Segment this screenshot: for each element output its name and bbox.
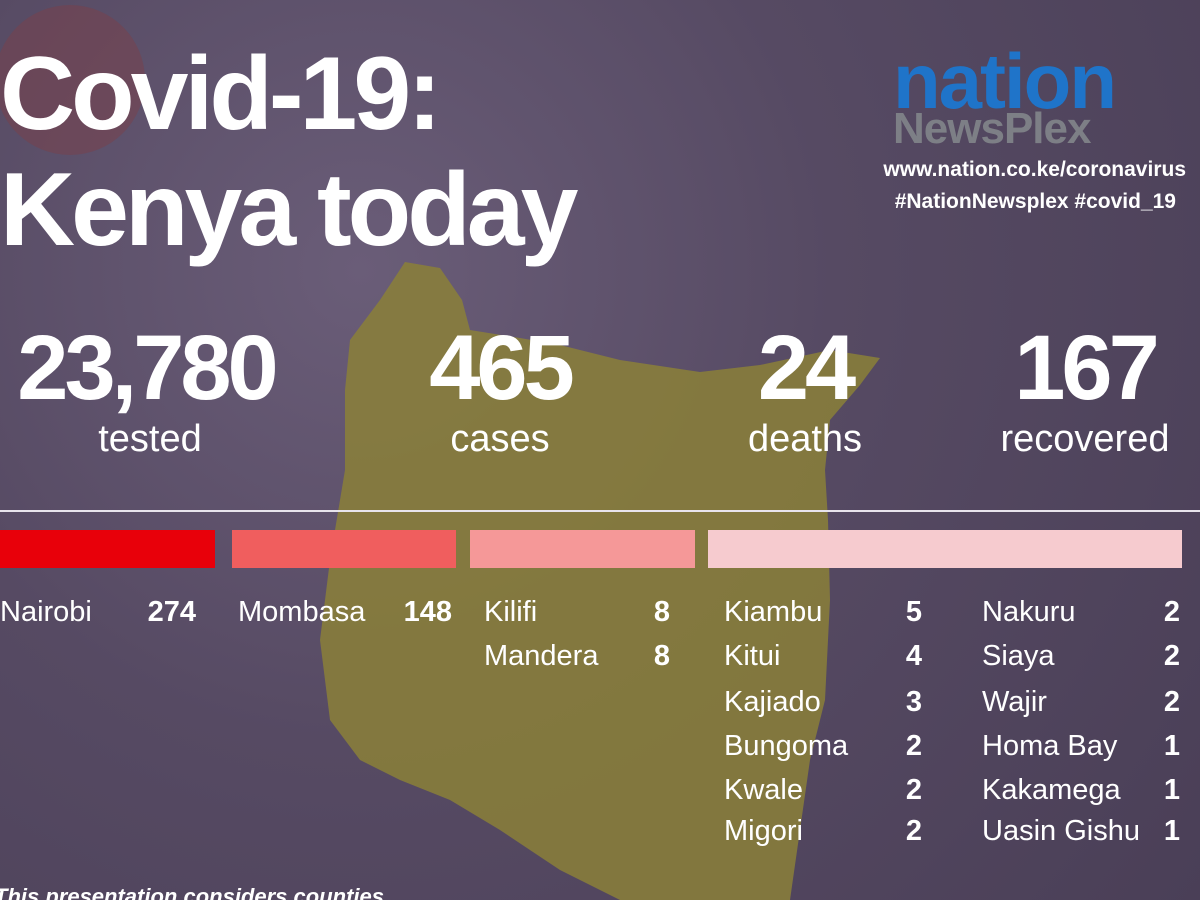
county-name: Uasin Gishu [982,815,1140,847]
county-name: Kilifi [484,596,538,628]
hashtags: #NationNewsplex #covid_19 [894,190,1176,213]
county-cases: 1 [1163,774,1180,806]
group-bar [232,530,456,568]
county-name: Mombasa [238,596,366,628]
county-name: Siaya [982,640,1055,672]
county-cases: 8 [653,596,670,628]
group-bar [708,530,1182,568]
title-line: Kenya today [0,152,578,268]
county-name: Kajiado [724,686,821,718]
stat-label: tested [98,418,202,460]
county-name: Nairobi [0,596,92,628]
county-name: Homa Bay [982,730,1118,762]
footnote: This presentation considers counties [0,884,384,900]
stat-label: cases [450,418,550,460]
county-name: Nakuru [982,596,1076,628]
title-line: Covid-19: [0,36,442,152]
county-name: Kakamega [982,774,1121,806]
stat-label: deaths [747,418,863,460]
divider [0,510,1200,512]
county-name: Migori [724,815,803,847]
county-cases: 8 [653,640,670,672]
county-cases: 1 [1163,815,1180,847]
group-bar [470,530,695,568]
stat-label: recovered [1000,418,1170,460]
county-cases: 5 [905,596,922,628]
logo-top: nation [893,37,1117,125]
county-name: Mandera [484,640,599,672]
stat-value: 23,780 [17,317,278,419]
county-name: Kitui [724,640,781,672]
county-cases: 2 [905,730,922,762]
group-bar [0,530,215,568]
county-name: Bungoma [724,730,849,762]
link: www.nation.co.ke/coronavirus [883,158,1186,181]
county-name: Kwale [724,774,803,806]
county-cases: 2 [1163,686,1180,718]
county-cases: 2 [1163,596,1180,628]
county-cases: 2 [905,815,922,847]
county-name: Wajir [982,686,1047,718]
county-cases: 2 [1163,640,1180,672]
logo-bottom: NewsPlex [893,104,1091,153]
county-cases: 4 [905,640,922,672]
county-cases: 274 [147,596,196,628]
stat-value: 24 [757,317,856,419]
stat-value: 465 [429,317,575,419]
county-cases: 1 [1163,730,1180,762]
county-cases: 2 [905,774,922,806]
county-name: Kiambu [724,596,823,628]
county-cases: 3 [905,686,922,718]
stat-value: 167 [1014,317,1160,419]
county-cases: 148 [403,596,452,628]
